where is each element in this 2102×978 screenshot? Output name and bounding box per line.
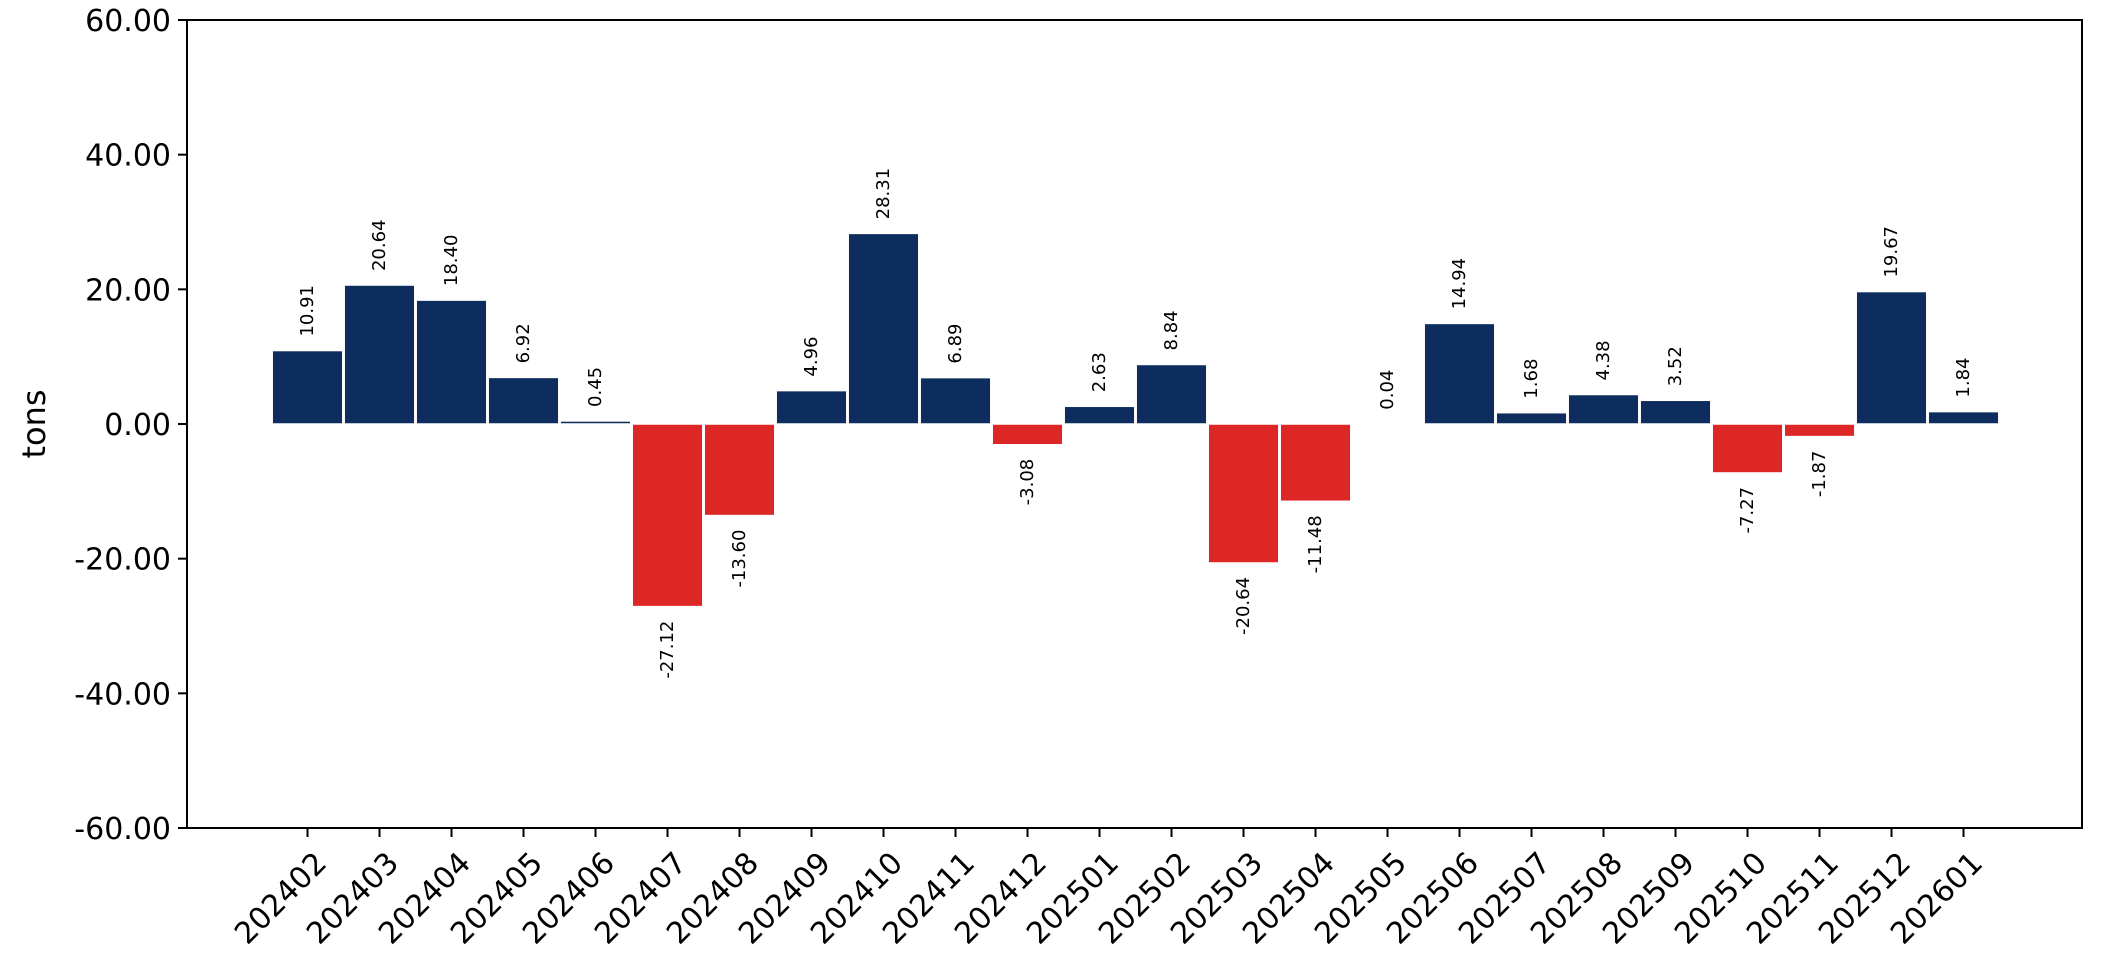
bar (271, 349, 344, 425)
data-label: -1.87 (1809, 451, 1830, 498)
bar (775, 389, 848, 425)
bar (1063, 405, 1136, 425)
y-tick-label: 0.00 (104, 408, 171, 443)
bar (847, 232, 920, 425)
bar (1279, 423, 1352, 503)
y-tick-label: -20.00 (74, 543, 171, 578)
bar (1135, 363, 1208, 425)
bar (487, 376, 560, 425)
data-label: 0.04 (1377, 370, 1398, 410)
data-label: -13.60 (729, 530, 750, 588)
bar (1783, 423, 1856, 438)
data-label: 2.63 (1089, 352, 1110, 392)
y-tick-label: -60.00 (74, 812, 171, 847)
bar (1423, 322, 1496, 425)
data-label: 6.92 (513, 323, 534, 363)
value-labels-group: 10.91 20.64 18.40 6.92 0.45 -27.12 -13.60 4.96 2… (297, 168, 1974, 679)
data-label: 18.40 (441, 235, 462, 287)
y-axis-ticks: -60.00 -40.00 -20.00 0.00 20.00 40.00 60.00 (74, 4, 187, 847)
y-tick-label: 60.00 (85, 4, 171, 39)
data-label: 4.38 (1593, 340, 1614, 380)
bar (631, 423, 704, 608)
bar (1927, 410, 2000, 425)
data-label: 1.84 (1953, 358, 1974, 398)
data-label: -27.12 (657, 621, 678, 679)
x-axis-ticks: 2024022024032024042024052024062024072024… (228, 828, 1990, 951)
bar (559, 420, 632, 425)
bar (415, 299, 488, 425)
data-label: 10.91 (297, 285, 318, 337)
bar (1639, 399, 1712, 425)
bar (991, 423, 1064, 446)
data-label: 20.64 (369, 219, 390, 271)
data-label: -20.64 (1233, 577, 1254, 635)
data-label: -3.08 (1017, 459, 1038, 506)
data-label: 14.94 (1449, 258, 1470, 310)
bar (343, 284, 416, 425)
data-label: -7.27 (1737, 487, 1758, 534)
data-label: 4.96 (801, 337, 822, 377)
bar (703, 423, 776, 517)
data-label: -11.48 (1305, 515, 1326, 573)
bar (1495, 411, 1568, 425)
bar (1711, 423, 1784, 474)
data-label: 3.52 (1665, 346, 1686, 386)
data-label: 28.31 (873, 168, 894, 220)
y-axis-label: tons (15, 389, 53, 458)
bars-group (271, 232, 2000, 608)
data-label: 1.68 (1521, 359, 1542, 399)
data-label: 8.84 (1161, 310, 1182, 350)
y-tick-label: 20.00 (85, 273, 171, 308)
bar (1351, 422, 1424, 425)
y-tick-label: 40.00 (85, 139, 171, 174)
bar (1567, 393, 1640, 425)
bar (1207, 423, 1280, 564)
data-label: 6.89 (945, 324, 966, 364)
data-label: 19.67 (1881, 226, 1902, 278)
bar (1855, 290, 1928, 425)
y-tick-label: -40.00 (74, 677, 171, 712)
bar (919, 376, 992, 425)
data-label: 0.45 (585, 367, 606, 407)
